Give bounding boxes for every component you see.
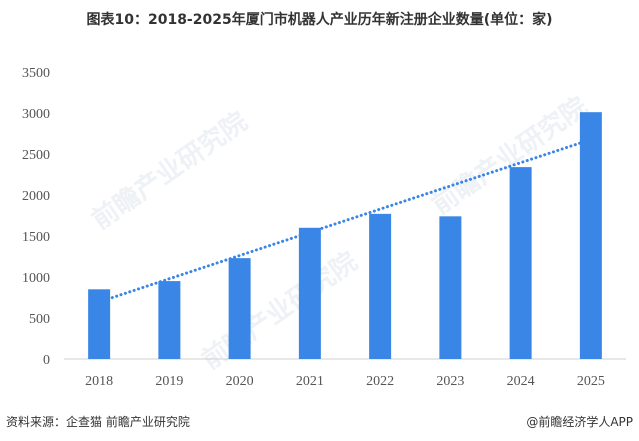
- y-tick-label: 3500: [22, 66, 50, 81]
- x-tick-label: 2022: [366, 374, 394, 389]
- x-tick-label: 2020: [226, 374, 254, 389]
- x-tick-label: 2019: [155, 374, 183, 389]
- y-tick-label: 1500: [22, 230, 50, 245]
- bar-2024: [509, 167, 532, 359]
- y-tick-label: 0: [43, 353, 50, 368]
- watermark-2: 前瞻产业研究院: [196, 246, 363, 376]
- bar-2020: [228, 258, 251, 359]
- trend-line: [97, 138, 593, 304]
- x-tick-label: 2024: [507, 374, 535, 389]
- y-tick-label: 3000: [22, 107, 50, 122]
- watermark-0: 前瞻产业研究院: [86, 106, 253, 236]
- x-tick-label: 2021: [296, 374, 324, 389]
- x-tick-label: 2025: [577, 374, 605, 389]
- y-tick-label: 500: [29, 312, 50, 327]
- bar-2025: [579, 112, 602, 360]
- source-note: 资料来源：企查猫 前瞻产业研究院: [6, 415, 190, 429]
- bar-2023: [439, 216, 462, 359]
- brand-label: @前瞻经济学人APP: [526, 415, 633, 429]
- y-tick-label: 2000: [22, 189, 50, 204]
- bar-2019: [158, 281, 181, 359]
- y-tick-label: 1000: [22, 271, 50, 286]
- bar-2018: [88, 289, 111, 359]
- x-tick-label: 2023: [436, 374, 464, 389]
- bar-2022: [369, 213, 392, 359]
- y-tick-label: 2500: [22, 148, 50, 163]
- x-tick-label: 2018: [85, 374, 113, 389]
- chart-title: 图表10：2018-2025年厦门市机器人产业历年新注册企业数量(单位：家): [86, 12, 553, 28]
- bar-2021: [298, 227, 321, 359]
